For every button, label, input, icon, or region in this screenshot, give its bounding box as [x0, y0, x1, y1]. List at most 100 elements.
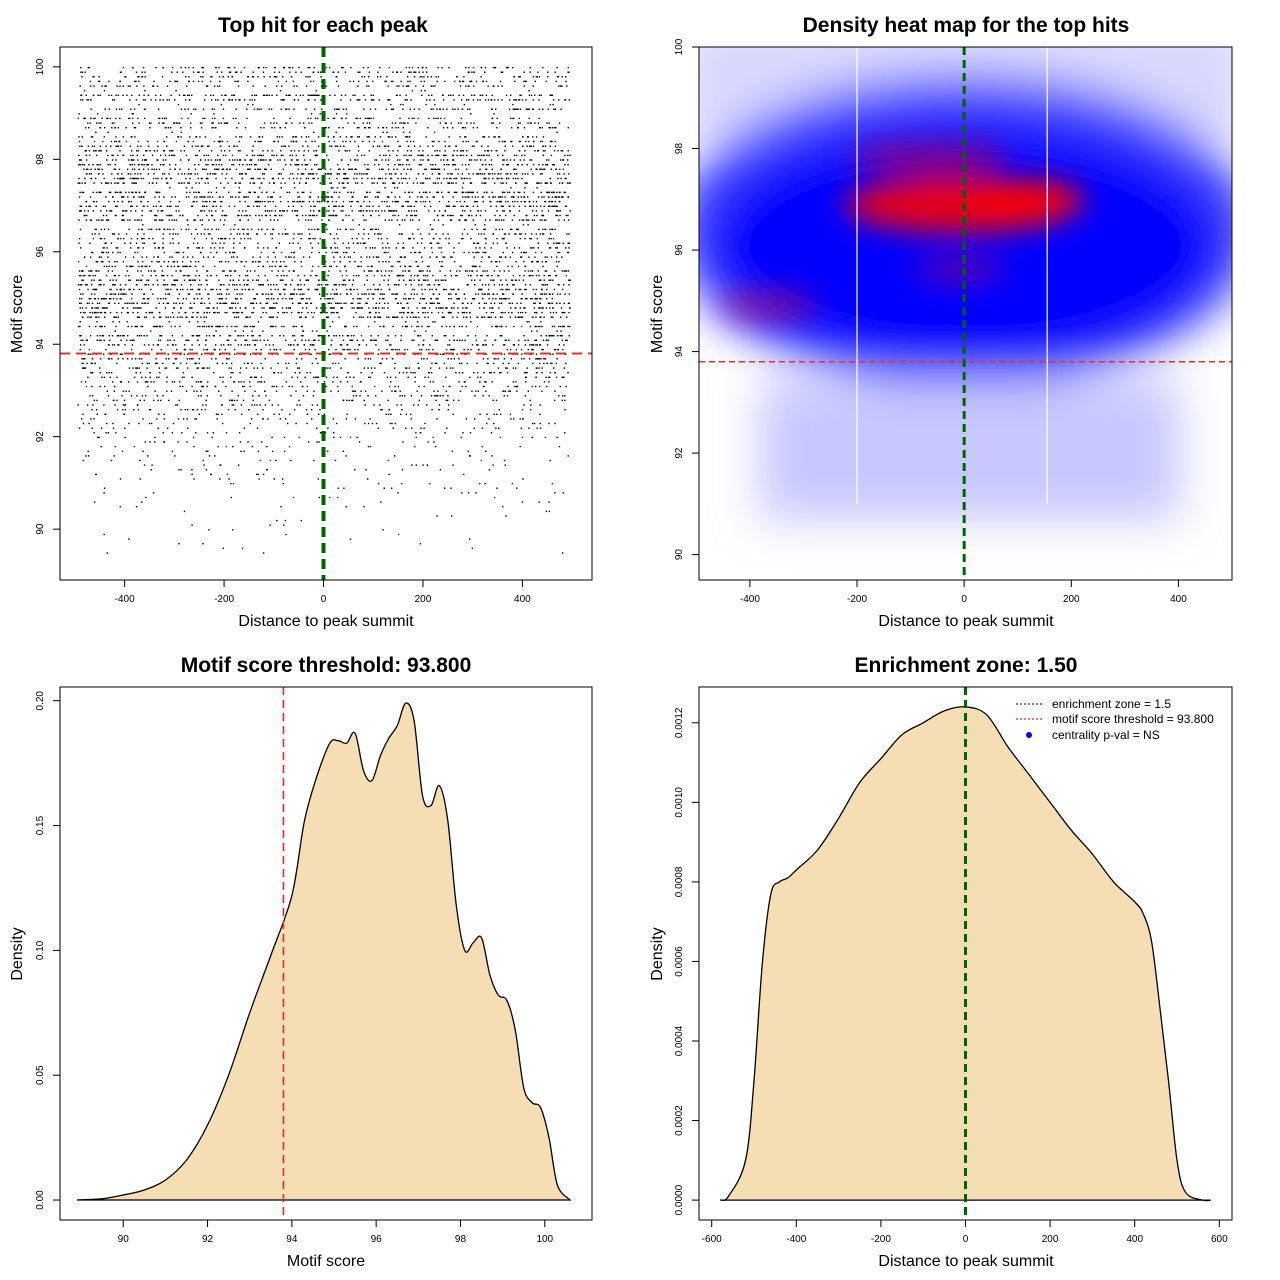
hit-point: [559, 210, 562, 212]
hit-point: [560, 159, 562, 161]
hit-point: [408, 270, 411, 272]
hit-point: [374, 288, 376, 291]
hit-point: [105, 242, 107, 244]
hit-point: [478, 288, 480, 291]
hit-point: [423, 80, 425, 83]
hit-point: [534, 94, 536, 96]
hit-point: [135, 182, 137, 184]
hit-point: [235, 99, 237, 101]
hit-point: [198, 164, 200, 166]
hit-point: [359, 117, 361, 120]
hit-point: [543, 168, 545, 170]
hit-point: [480, 274, 482, 277]
hit-point: [150, 270, 153, 272]
hit-point: [143, 154, 145, 157]
hit-point: [141, 76, 143, 78]
hit-point: [561, 311, 563, 314]
hit-point: [502, 251, 504, 254]
hit-point: [115, 214, 117, 217]
hit-point: [259, 256, 261, 258]
hit-point: [131, 150, 133, 152]
hit-point: [426, 274, 429, 277]
hit-point: [158, 219, 161, 221]
hit-point: [115, 108, 118, 110]
hit-point: [256, 108, 259, 110]
hit-point: [257, 196, 259, 198]
hit-point: [97, 168, 99, 170]
hit-point: [484, 99, 487, 101]
hit-point: [441, 214, 443, 217]
hit-point: [259, 168, 262, 170]
hit-point: [482, 164, 484, 166]
hit-point: [327, 196, 330, 198]
hit-point: [116, 247, 119, 249]
hit-point: [214, 168, 216, 170]
hit-point: [82, 274, 84, 277]
hit-point: [80, 293, 82, 295]
hit-point: [427, 284, 429, 286]
hit-point: [325, 196, 327, 198]
hit-point: [452, 108, 454, 110]
hit-point: [312, 173, 314, 175]
hit-point: [146, 265, 148, 268]
hit-point: [125, 293, 127, 295]
hit-point: [187, 117, 189, 120]
hit-point: [483, 233, 485, 235]
hit-point: [118, 274, 120, 277]
hit-point: [569, 154, 571, 157]
hit-point: [428, 94, 430, 96]
hit-point: [277, 288, 279, 291]
hit-point: [295, 164, 298, 166]
hit-point: [418, 164, 421, 166]
hit-point: [301, 293, 303, 295]
hit-point: [492, 298, 494, 300]
hit-point: [495, 298, 497, 300]
hit-point: [336, 251, 338, 254]
hit-point: [438, 302, 441, 304]
hit-point: [496, 150, 498, 152]
hit-point: [446, 177, 448, 180]
hit-point: [224, 94, 226, 96]
hit-point: [373, 182, 375, 184]
hit-point: [366, 274, 368, 277]
hit-point: [158, 191, 161, 194]
hit-point: [511, 311, 513, 314]
hit-point: [425, 66, 427, 69]
hit-point: [125, 140, 127, 143]
hit-point: [163, 279, 165, 281]
hit-point: [320, 76, 322, 78]
hit-point: [211, 237, 213, 240]
hit-point: [490, 261, 493, 263]
hit-point: [404, 191, 406, 194]
hit-point: [542, 307, 544, 309]
hit-point: [297, 302, 300, 304]
hit-point: [416, 307, 418, 309]
hit-point: [190, 288, 192, 291]
hit-point: [475, 293, 477, 295]
hit-point: [494, 219, 497, 221]
hit-point: [192, 200, 194, 203]
hit-point: [373, 164, 376, 166]
hit-point: [90, 173, 92, 175]
hit-point: [273, 154, 275, 157]
hit-point: [152, 85, 155, 87]
hit-point: [485, 242, 487, 244]
hit-point: [135, 279, 138, 281]
hit-point: [420, 154, 422, 157]
hit-point: [275, 261, 278, 263]
hit-point: [85, 219, 87, 221]
hit-point: [408, 164, 410, 166]
hit-point: [443, 159, 445, 161]
hit-point: [256, 293, 258, 295]
hit-point: [505, 173, 507, 175]
hit-point: [428, 159, 430, 161]
hit-point: [120, 311, 123, 314]
hit-point: [107, 251, 110, 254]
hit-point: [532, 191, 535, 194]
hit-point: [273, 307, 275, 309]
hit-point: [421, 76, 423, 78]
hit-point: [102, 205, 105, 207]
hit-point: [341, 205, 343, 207]
hit-point: [383, 154, 385, 157]
hit-point: [243, 66, 245, 69]
